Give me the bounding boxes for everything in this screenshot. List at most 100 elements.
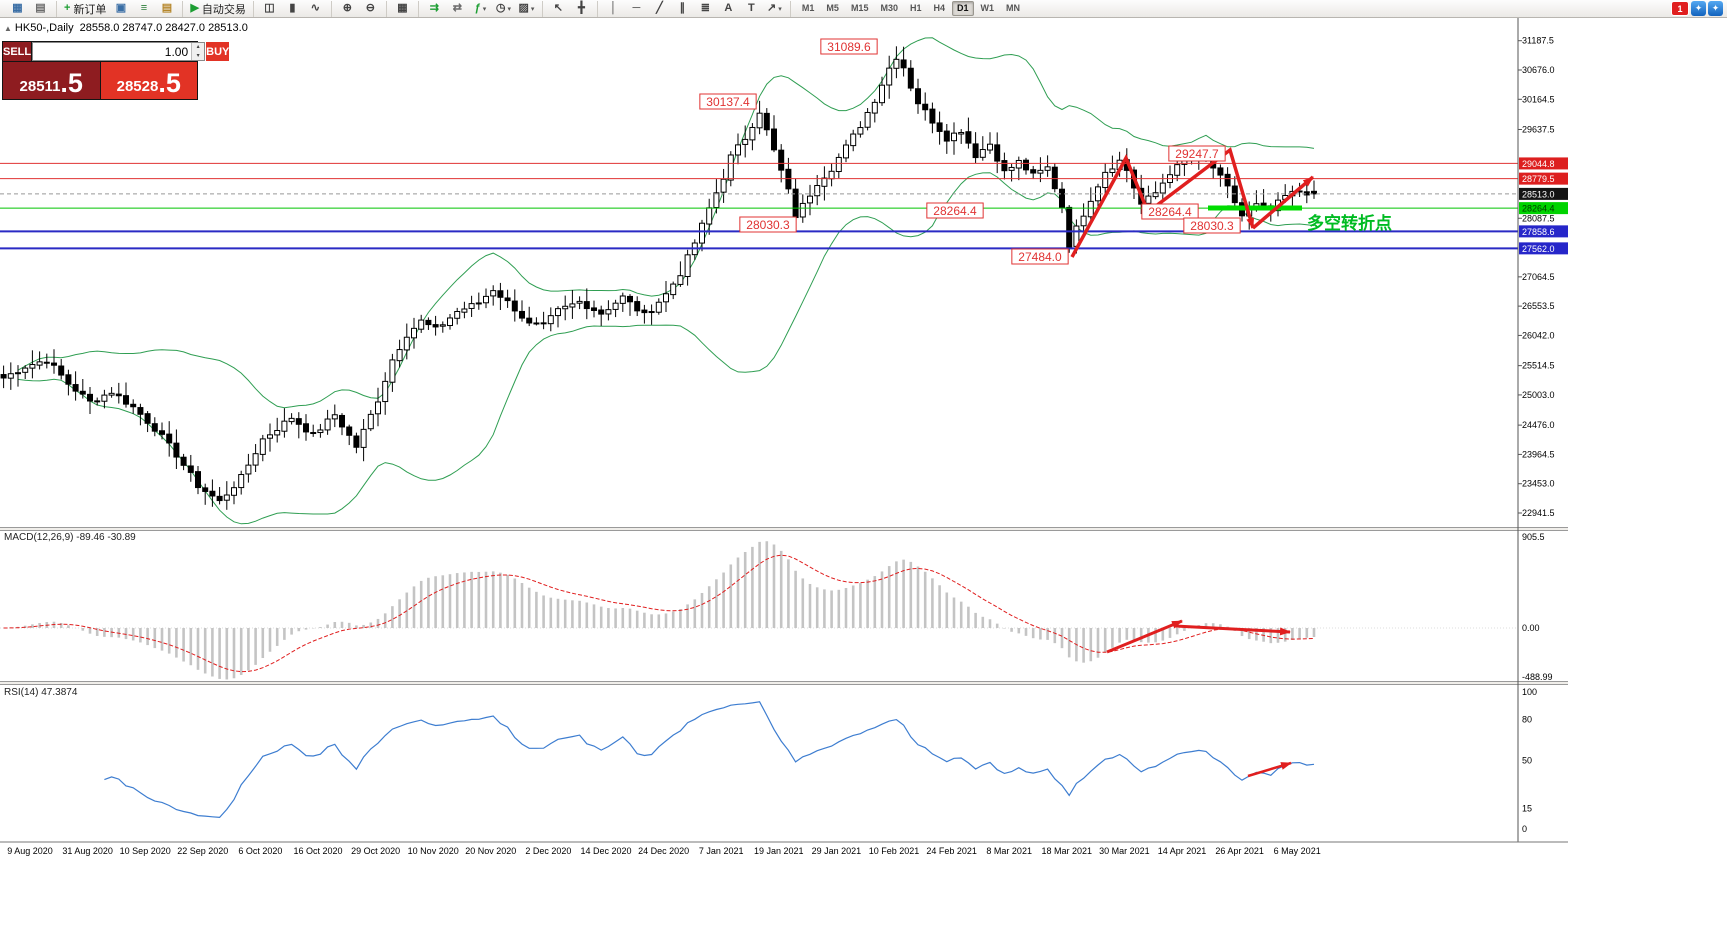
price-annotation[interactable]: 28030.3 — [1183, 217, 1241, 234]
macd-arrow[interactable] — [1174, 624, 1291, 636]
price-annotation[interactable]: 29247.7 — [1168, 145, 1226, 162]
toolbar-crosshair-button[interactable]: ╋ — [571, 1, 592, 16]
timeframe-group: M1 M5 M15 M30 H1 H4 D1 W1 MN — [791, 1, 1031, 17]
rsi-arrow[interactable] — [1247, 761, 1292, 778]
date-label: 31 Aug 2020 — [62, 846, 113, 856]
chart-plot-area[interactable] — [0, 18, 1518, 527]
toolbar-chart-profiles-button[interactable]: ▤ — [30, 1, 51, 16]
macd-arrow[interactable] — [1106, 619, 1183, 654]
zoom-in-icon: ⊕ — [342, 2, 353, 14]
date-label: 29 Oct 2020 — [351, 846, 400, 856]
price-axis[interactable]: 31187.5 30676.0 30164.5 29637.5 28087.5 27064… — [1517, 18, 1568, 842]
toolbar-text-button[interactable]: A — [718, 1, 739, 16]
trend-up-arrow[interactable] — [1251, 175, 1315, 230]
toolbar-data-window-button[interactable]: ▤ — [156, 1, 177, 16]
sell-price[interactable]: 28511.5 — [3, 62, 100, 99]
timeframe-m1-button[interactable]: M1 — [801, 3, 815, 13]
toolbar-arrows-tool-button[interactable]: ↗ ▾ — [764, 1, 785, 16]
arrows-tool-dropdown-icon[interactable]: ▾ — [778, 5, 782, 13]
price-annotation[interactable]: 30137.4 — [699, 93, 757, 110]
timeframe-m15-button[interactable]: M15 — [850, 3, 869, 13]
toolbar-trendline-button[interactable]: ╱ — [649, 1, 670, 16]
price-annotation[interactable]: 27484.0 — [1011, 248, 1069, 265]
macd-histogram — [9, 541, 1316, 680]
fibonacci-icon: ≣ — [700, 2, 711, 14]
toolbar-tile-windows-button[interactable]: ▦ — [392, 1, 413, 16]
price-axis-label: 22941.5 — [1522, 508, 1555, 518]
buy-price-pips: .5 — [158, 68, 181, 98]
price-tag: 27562.0 — [1519, 242, 1568, 255]
buy-price[interactable]: 28528.5 — [100, 62, 197, 99]
support-zone-line[interactable] — [1208, 205, 1302, 211]
toolbar-equidistant-channel-button[interactable]: ∥ — [672, 1, 693, 16]
toolbar-periods-button[interactable]: ◷ ▾ — [493, 1, 514, 16]
timeframe-h4-button[interactable]: H4 — [933, 3, 945, 13]
toolbar-chart-shift-button[interactable]: ⇄ — [447, 1, 468, 16]
toolbar-zoom-in-button[interactable]: ⊕ — [337, 1, 358, 16]
toolbar-market-watch-button[interactable]: ≡ — [133, 1, 154, 16]
toolbar-zoom-out-button[interactable]: ⊖ — [360, 1, 381, 16]
svg-text:27562.0: 27562.0 — [1522, 244, 1555, 254]
cursor-icon: ↖ — [553, 2, 564, 14]
toolbar-text-label-button[interactable]: T — [741, 1, 762, 16]
candle-chart-icon: ▮ — [289, 2, 296, 14]
symbol-marker-icon: ▲ — [4, 24, 12, 33]
toolbar-auto-trading-button[interactable]: ▶ 自动交易 — [188, 1, 247, 16]
rsi-plot-area[interactable] — [0, 685, 1518, 842]
toolbar-fibonacci-button[interactable]: ≣ — [695, 1, 716, 16]
toolbar-cursor-button[interactable]: ↖ — [548, 1, 569, 16]
volume-input[interactable] — [33, 43, 192, 60]
periods-dropdown-icon[interactable]: ▾ — [507, 5, 511, 13]
templates-dropdown-icon[interactable]: ▾ — [530, 5, 535, 13]
svg-text:28513.0: 28513.0 — [1522, 189, 1555, 199]
zoom-out-icon: ⊖ — [365, 2, 376, 14]
indicators-dropdown-icon[interactable]: ▾ — [482, 5, 487, 13]
notifications-icon[interactable]: ✦ — [1708, 1, 1723, 16]
toolbar-group-cursor-tools: ↖ ╋ — [543, 0, 598, 17]
timeframe-m30-button[interactable]: M30 — [880, 3, 898, 13]
volume-box: ▴ ▾ — [32, 42, 206, 61]
timeframe-mn-button[interactable]: MN — [1006, 3, 1021, 13]
volume-decrease-button[interactable]: ▾ — [192, 51, 205, 60]
toolbar-new-order-button[interactable]: + 新订单 — [62, 1, 108, 16]
price-tag: 27858.6 — [1519, 225, 1568, 238]
chart-window-icon: ▣ — [115, 2, 127, 14]
volume-increase-button[interactable]: ▴ — [192, 43, 205, 52]
date-label: 22 Sep 2020 — [177, 846, 228, 856]
timeframe-h1-button[interactable]: H1 — [909, 3, 922, 13]
price-annotation[interactable]: 28264.4 — [926, 202, 984, 219]
toolbar-candle-chart-button[interactable]: ▮ — [282, 1, 303, 16]
timeframe-m5-button[interactable]: M5 — [826, 3, 839, 13]
rsi-axis-label: 15 — [1522, 803, 1532, 813]
timeframe-d1-button[interactable]: D1 — [952, 1, 974, 16]
toolbar-templates-button[interactable]: ▨ ▾ — [516, 1, 537, 16]
toolbar-indicators-button[interactable]: ƒ ▾ — [470, 1, 491, 16]
toolbar-horizontal-line-button[interactable]: ─ — [626, 1, 647, 16]
rsi-axis-label: 80 — [1522, 714, 1532, 724]
price-annotation[interactable]: 28264.4 — [1141, 203, 1199, 220]
toolbar-group-autotrade: ▶ 自动交易 — [183, 0, 254, 17]
sell-button[interactable]: SELL — [3, 42, 32, 61]
date-axis[interactable]: 9 Aug 2020 31 Aug 2020 10 Sep 2020 22 Sep 2… — [0, 841, 1568, 856]
price-annotation[interactable]: 31089.6 — [820, 38, 878, 55]
toolbar-chart-window-button[interactable]: ▣ — [110, 1, 131, 16]
svg-text:28264.4: 28264.4 — [1148, 205, 1192, 219]
price-axis-label: 23964.5 — [1522, 449, 1555, 459]
toolbar-vertical-line-button[interactable]: │ — [603, 1, 624, 16]
timeframe-w1-button[interactable]: W1 — [980, 3, 995, 13]
toolbar-bar-chart-button[interactable]: ◫ — [259, 1, 280, 16]
buy-button[interactable]: BUY — [206, 42, 230, 61]
note-text[interactable]: 多空转折点 — [1307, 213, 1392, 233]
volume-spinner: ▴ ▾ — [191, 43, 205, 60]
toolbar-line-chart-button[interactable]: ∿ — [305, 1, 326, 16]
price-annotation[interactable]: 28030.3 — [739, 216, 797, 233]
rsi-line — [104, 701, 1315, 819]
price-axis-label: 28087.5 — [1522, 213, 1555, 223]
date-label: 10 Feb 2021 — [869, 846, 920, 856]
toolbar-new-chart-button[interactable]: ▦ — [7, 1, 28, 16]
date-label: 16 Oct 2020 — [293, 846, 342, 856]
toolbar-auto-scroll-button[interactable]: ⇉ — [424, 1, 445, 16]
community-icon[interactable]: ✦ — [1691, 1, 1706, 16]
